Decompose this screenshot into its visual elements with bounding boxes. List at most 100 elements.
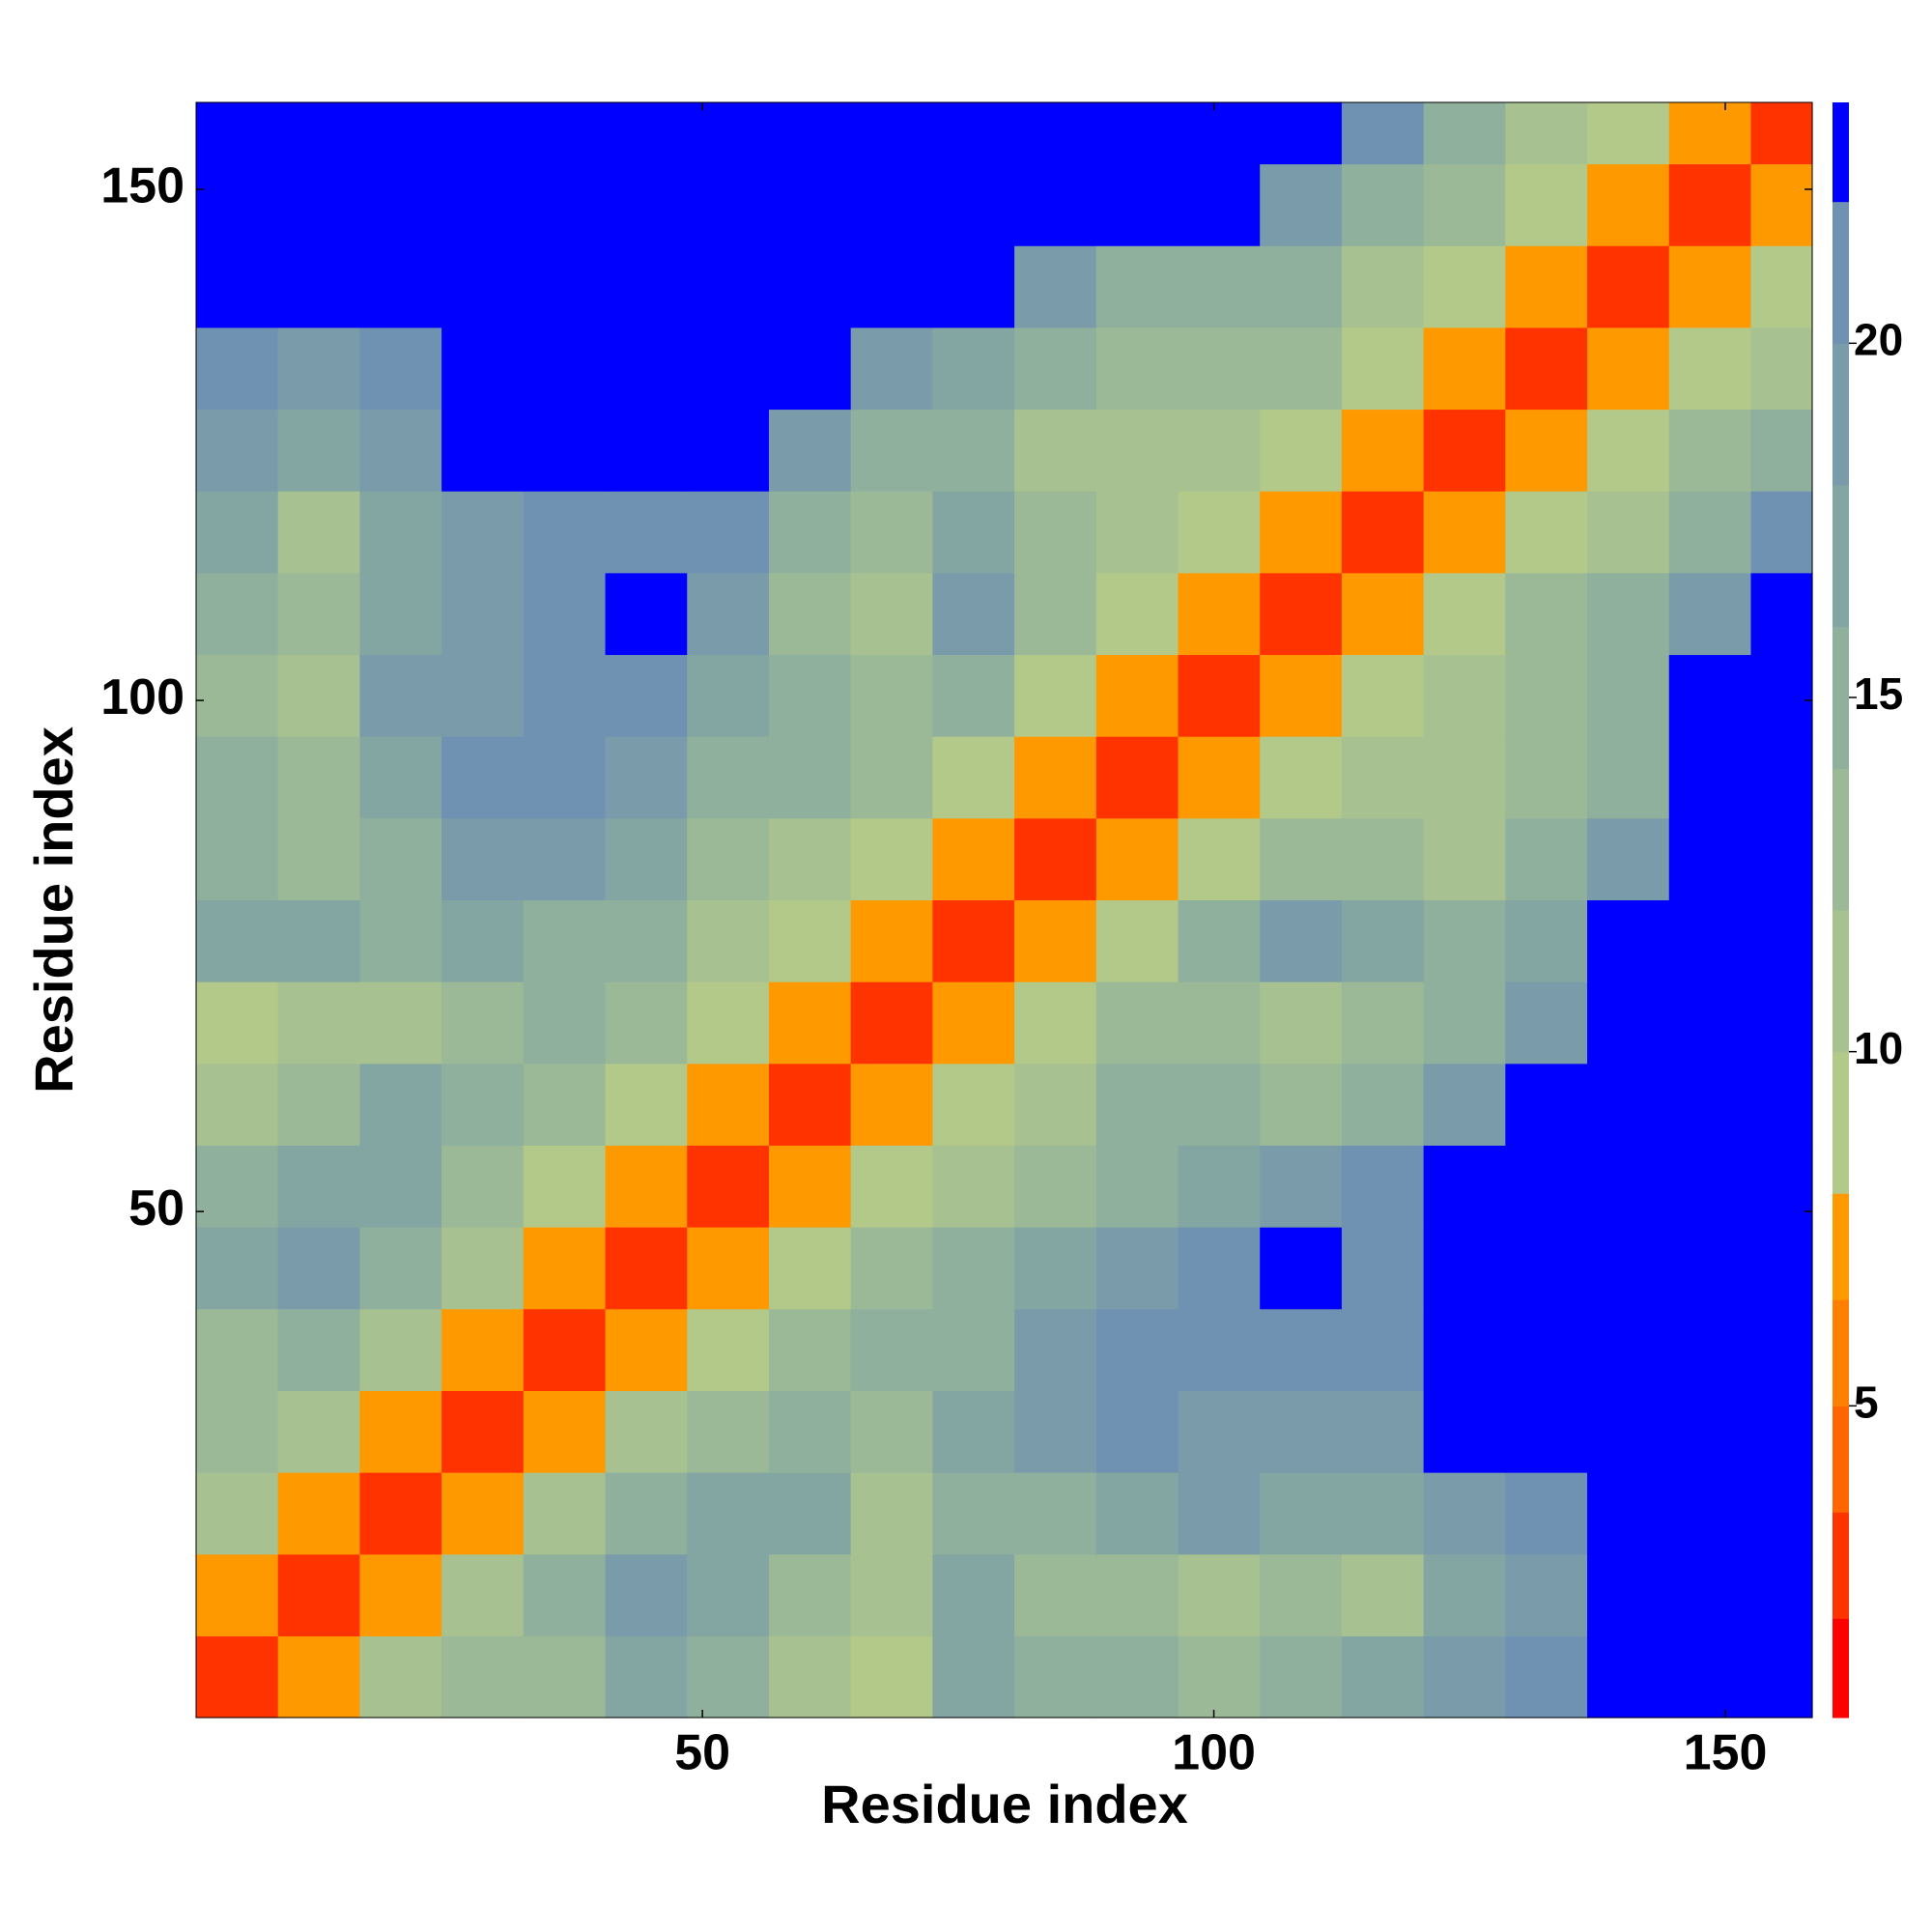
heat-cell <box>441 1308 525 1391</box>
heat-cell <box>1095 327 1179 411</box>
heat-cell <box>768 1390 852 1473</box>
heat-cell <box>359 327 442 411</box>
heat-cell <box>1505 245 1588 328</box>
heat-cell <box>1668 1390 1752 1473</box>
heat-cell <box>441 572 525 656</box>
heat-cell <box>1260 654 1343 737</box>
heat-cell <box>1178 245 1261 328</box>
heat-cell <box>277 981 361 1065</box>
heat-cell <box>1668 1308 1752 1391</box>
heat-cell <box>1587 1635 1670 1719</box>
heat-cell <box>1095 572 1179 656</box>
heat-cell <box>1505 1635 1588 1719</box>
heat-cell <box>1750 736 1813 819</box>
heat-cell <box>523 1063 607 1146</box>
heat-cell <box>605 1472 688 1555</box>
heat-cell <box>1668 981 1752 1065</box>
x-tick-label: 50 <box>674 1725 730 1781</box>
heat-cell <box>1341 1390 1425 1473</box>
heat-cell <box>1750 1472 1813 1555</box>
heat-cell <box>1341 572 1425 656</box>
heat-cell <box>359 163 442 246</box>
heat-cell <box>523 1390 607 1473</box>
heat-cell <box>277 817 361 901</box>
heat-cell <box>932 409 1015 492</box>
heat-cell <box>850 654 933 737</box>
heat-cell <box>850 1472 933 1555</box>
heat-cell <box>359 1227 442 1310</box>
heat-cell <box>1668 736 1752 819</box>
heat-cell <box>932 491 1015 574</box>
heat-cell <box>1505 491 1588 574</box>
colorbar-segment <box>1833 102 1849 203</box>
heat-cell <box>1668 102 1752 165</box>
heat-cell <box>1423 327 1506 411</box>
heat-cell <box>196 409 279 492</box>
heat-cell <box>1668 572 1752 656</box>
heat-cell <box>1178 491 1261 574</box>
heat-cell <box>359 981 442 1065</box>
heat-cell <box>687 245 770 328</box>
heat-cell <box>277 327 361 411</box>
heat-cell <box>687 817 770 901</box>
heat-cell <box>932 327 1015 411</box>
heat-cell <box>359 572 442 656</box>
heat-cell <box>523 1472 607 1555</box>
heat-cell <box>1505 1472 1588 1555</box>
heat-cell <box>768 817 852 901</box>
heat-cell <box>1178 327 1261 411</box>
colorbar-segment <box>1833 1051 1849 1194</box>
heat-cell <box>1505 1227 1588 1310</box>
colorbar-segment <box>1833 1299 1849 1406</box>
heat-cell <box>359 409 442 492</box>
heat-cell <box>196 736 279 819</box>
colorbar-segment <box>1833 768 1849 911</box>
heat-cell <box>1668 817 1752 901</box>
heat-cell <box>687 1227 770 1310</box>
heat-cell <box>1505 1553 1588 1636</box>
heat-cell <box>768 163 852 246</box>
heat-cell <box>1014 1472 1097 1555</box>
heat-cell <box>1505 899 1588 982</box>
heat-cell <box>605 899 688 982</box>
heat-cell <box>1178 1145 1261 1228</box>
heat-cell <box>441 1472 525 1555</box>
heat-cell <box>441 1390 525 1473</box>
heat-cell <box>932 102 1015 165</box>
heat-cell <box>605 327 688 411</box>
heat-cell <box>359 899 442 982</box>
heat-cell <box>932 1635 1015 1719</box>
heat-cell <box>850 736 933 819</box>
heat-cell <box>1178 817 1261 901</box>
heat-cell <box>1505 409 1588 492</box>
heat-cell <box>768 327 852 411</box>
y-tick-label: 100 <box>100 669 185 725</box>
heat-cell <box>1587 1553 1670 1636</box>
heat-cell <box>1341 102 1425 165</box>
heat-cell <box>605 1145 688 1228</box>
heat-cell <box>1423 1390 1506 1473</box>
heat-cell <box>768 736 852 819</box>
heat-cell <box>523 1145 607 1228</box>
heat-cell <box>605 1553 688 1636</box>
colorbar-segment <box>1833 1512 1849 1619</box>
heat-cell <box>1260 1308 1343 1391</box>
heat-cell <box>605 736 688 819</box>
heat-cell <box>359 1390 442 1473</box>
heat-cell <box>523 899 607 982</box>
heat-cell <box>850 981 933 1065</box>
heat-cell <box>1014 102 1097 165</box>
heat-cell <box>932 1308 1015 1391</box>
heat-cell <box>1668 245 1752 328</box>
heat-cell <box>196 102 279 165</box>
heat-cell <box>1668 1063 1752 1146</box>
heat-cell <box>687 163 770 246</box>
heat-cell <box>1014 654 1097 737</box>
heat-cell <box>441 817 525 901</box>
heat-cell <box>1505 1390 1588 1473</box>
heat-cell <box>196 245 279 328</box>
heat-cell <box>523 1227 607 1310</box>
heat-cell <box>1423 1635 1506 1719</box>
heat-cell <box>277 1145 361 1228</box>
heat-cell <box>850 817 933 901</box>
